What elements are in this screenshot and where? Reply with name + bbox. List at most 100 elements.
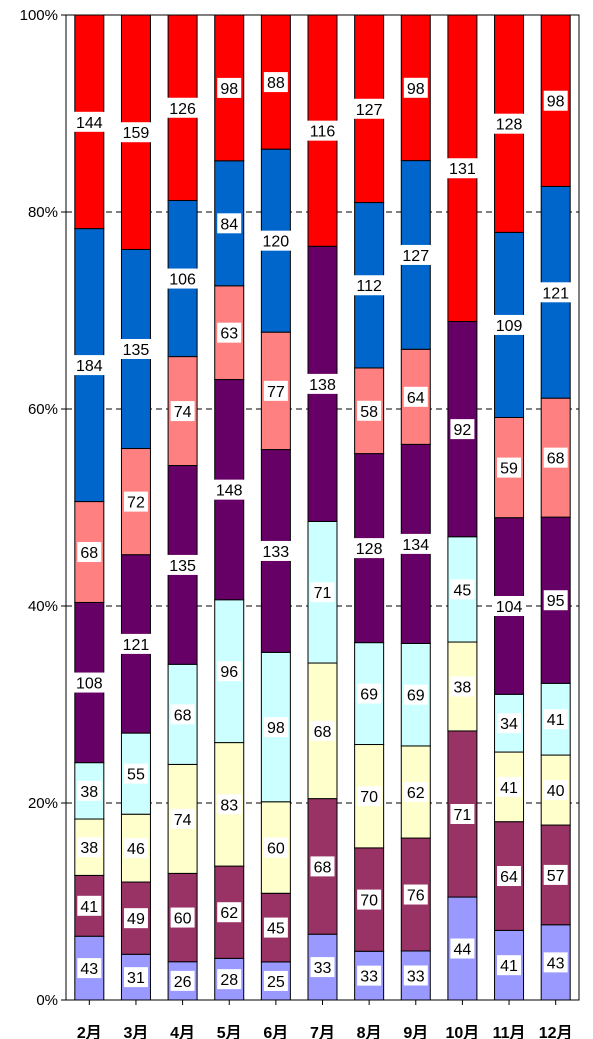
data-label-bg — [263, 837, 288, 858]
data-label: 58 — [360, 404, 378, 421]
data-label: 38 — [80, 784, 98, 801]
data-label-bg — [306, 120, 339, 141]
data-label-bg — [352, 538, 386, 559]
data-label: 77 — [267, 384, 285, 401]
data-label-bg — [119, 122, 153, 143]
data-label-bg — [497, 776, 522, 797]
data-label-bg — [450, 676, 475, 697]
data-label-bg — [263, 72, 288, 93]
y-tick-label: 40% — [28, 598, 58, 615]
data-label: 69 — [407, 688, 425, 705]
data-label-bg — [263, 380, 288, 401]
data-label: 72 — [127, 495, 145, 512]
data-label-bg — [403, 884, 428, 905]
data-label: 138 — [309, 377, 336, 394]
data-label: 69 — [360, 687, 378, 704]
data-label: 68 — [314, 724, 332, 741]
data-label-bg — [450, 938, 475, 959]
x-tick-label: 10月 — [446, 1024, 480, 1039]
data-label: 74 — [174, 404, 192, 421]
data-label: 68 — [314, 859, 332, 876]
data-label: 112 — [356, 278, 382, 295]
data-label: 98 — [220, 81, 238, 98]
data-label: 84 — [220, 216, 238, 233]
data-label: 34 — [500, 716, 518, 733]
x-tick-label: 12月 — [539, 1024, 573, 1039]
data-label: 104 — [496, 599, 523, 616]
data-label-bg — [217, 77, 242, 98]
data-label: 95 — [547, 593, 565, 610]
data-label: 135 — [123, 342, 150, 359]
x-tick-label: 3月 — [124, 1024, 149, 1039]
data-label-bg — [170, 970, 195, 991]
y-tick-label: 60% — [28, 401, 58, 418]
data-label: 121 — [542, 285, 569, 302]
data-label: 46 — [127, 841, 145, 858]
data-label: 64 — [407, 390, 425, 407]
data-label: 41 — [547, 712, 565, 729]
data-label-bg — [543, 864, 568, 885]
data-label-bg — [77, 780, 102, 801]
data-label-bg — [497, 866, 522, 887]
data-label: 40 — [547, 783, 565, 800]
data-label-bg — [450, 419, 475, 440]
data-label-bg — [492, 314, 526, 335]
data-label: 108 — [76, 676, 103, 693]
data-label: 134 — [402, 537, 429, 554]
data-label: 33 — [314, 960, 332, 977]
data-label: 109 — [496, 318, 523, 335]
data-label: 133 — [263, 544, 290, 561]
data-label: 74 — [174, 812, 192, 829]
data-label-bg — [119, 338, 153, 359]
data-label-bg — [123, 491, 148, 512]
data-label: 127 — [402, 248, 429, 265]
data-label-bg — [497, 713, 522, 734]
data-label: 128 — [356, 541, 383, 558]
data-label: 121 — [123, 637, 150, 654]
data-label-bg — [450, 803, 475, 824]
data-label-bg — [217, 794, 242, 815]
data-label-bg — [306, 373, 339, 394]
data-label: 43 — [80, 961, 98, 978]
data-label-bg — [352, 275, 386, 296]
data-label-bg — [259, 230, 293, 251]
data-label-bg — [543, 590, 568, 611]
x-tick-label: 9月 — [403, 1024, 428, 1039]
data-label-bg — [123, 838, 148, 859]
data-label: 26 — [174, 974, 192, 991]
data-label-bg — [217, 902, 242, 923]
data-label: 71 — [314, 585, 332, 602]
data-label-bg — [543, 90, 568, 111]
data-label-bg — [445, 158, 479, 179]
data-label: 144 — [76, 115, 103, 132]
data-label: 131 — [449, 161, 476, 178]
data-label-bg — [77, 542, 102, 563]
data-label-bg — [403, 386, 428, 407]
x-tick-label: 8月 — [357, 1024, 382, 1039]
data-label: 98 — [407, 81, 425, 98]
data-label-bg — [403, 77, 428, 98]
data-label-bg — [357, 400, 382, 421]
y-tick-label: 20% — [28, 795, 58, 812]
data-label-bg — [72, 111, 106, 132]
data-label: 98 — [267, 720, 285, 737]
data-label: 41 — [80, 899, 98, 916]
data-label-bg — [403, 965, 428, 986]
data-label-bg — [263, 717, 288, 738]
data-label: 126 — [169, 101, 196, 118]
data-label: 71 — [454, 807, 472, 824]
data-label: 55 — [127, 767, 145, 784]
data-label-bg — [170, 704, 195, 725]
data-label-bg — [543, 709, 568, 730]
data-label: 116 — [310, 124, 336, 141]
data-label-bg — [217, 213, 242, 234]
data-label-bg — [170, 907, 195, 928]
data-label-bg — [259, 540, 293, 561]
data-label: 31 — [127, 970, 145, 987]
data-label: 62 — [407, 785, 425, 802]
data-label-bg — [539, 282, 573, 303]
data-label: 106 — [169, 272, 196, 289]
data-label: 98 — [547, 94, 565, 111]
data-label-bg — [543, 952, 568, 973]
